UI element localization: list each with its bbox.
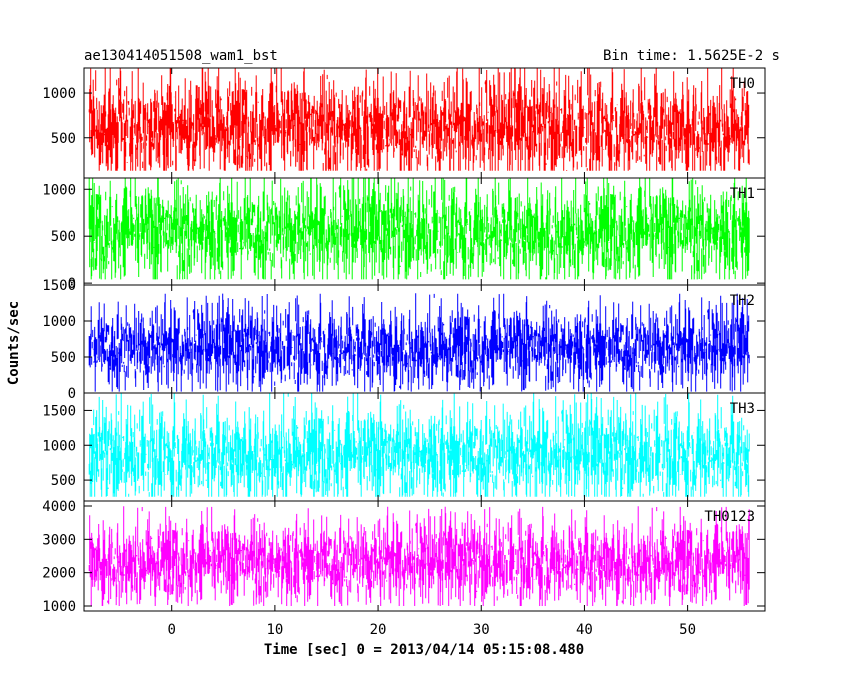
trace-th0123: [88, 506, 750, 606]
x-axis-title: Time [sec] 0 = 2013/04/14 05:15:08.480: [264, 642, 584, 658]
x-tick-label: 30: [473, 622, 490, 638]
y-axis-title: Counts/sec: [6, 301, 22, 385]
panel-name-label: TH0123: [704, 509, 755, 525]
panel-th3: 500 1000 1500 TH3: [42, 392, 766, 502]
trace-th2: [88, 293, 750, 392]
y-tick-label: 3000: [42, 532, 76, 548]
y-tick-label: 500: [51, 229, 76, 245]
panel-th1: 0 500 1000 TH1: [42, 177, 766, 292]
y-tick-label: 1000: [42, 599, 76, 615]
bin-time-label: Bin time: 1.5625E-2 s: [603, 48, 780, 64]
panel-th2: 0 500 1000 1500 TH2: [42, 278, 766, 402]
x-tick-label: 50: [679, 622, 696, 638]
panel-frame: [83, 500, 766, 612]
panel-name-label: TH0: [730, 76, 755, 92]
x-tick-label: 10: [266, 622, 283, 638]
x-tick-label: 20: [370, 622, 387, 638]
chart-title: ae130414051508_wam1_bst: [84, 48, 278, 64]
y-tick-label: 1000: [42, 438, 76, 454]
y-tick-label: 0: [68, 386, 76, 402]
panels: 500 1000 TH0 0 500 1000 TH1 0 500 1000 1500 TH2 500 1…: [42, 67, 766, 615]
y-tick-label: 1000: [42, 314, 76, 330]
panel-th0123: 1000 2000 3000 4000 TH0123: [42, 499, 766, 615]
y-tick-label: 500: [51, 350, 76, 366]
trace-th0: [88, 68, 750, 171]
y-tick-label: 0: [68, 276, 76, 292]
trace-th3: [88, 393, 750, 497]
panel-th0: 500 1000 TH0: [42, 67, 766, 179]
x-tick-label: 40: [576, 622, 593, 638]
panel-name-label: TH2: [730, 293, 755, 309]
panel-name-label: TH3: [730, 401, 755, 417]
trace-th1: [88, 178, 750, 280]
x-axis: 0 10 20 30 40 50: [167, 622, 696, 638]
y-tick-label: 2000: [42, 566, 76, 582]
y-tick-label: 4000: [42, 499, 76, 515]
x-tick-label: 0: [167, 622, 175, 638]
y-tick-label: 1000: [42, 86, 76, 102]
y-tick-label: 500: [51, 131, 76, 147]
y-tick-label: 1500: [42, 403, 76, 419]
y-tick-label: 500: [51, 473, 76, 489]
panel-name-label: TH1: [730, 186, 755, 202]
y-tick-label: 1000: [42, 182, 76, 198]
y-tick-label: 1500: [42, 278, 76, 294]
